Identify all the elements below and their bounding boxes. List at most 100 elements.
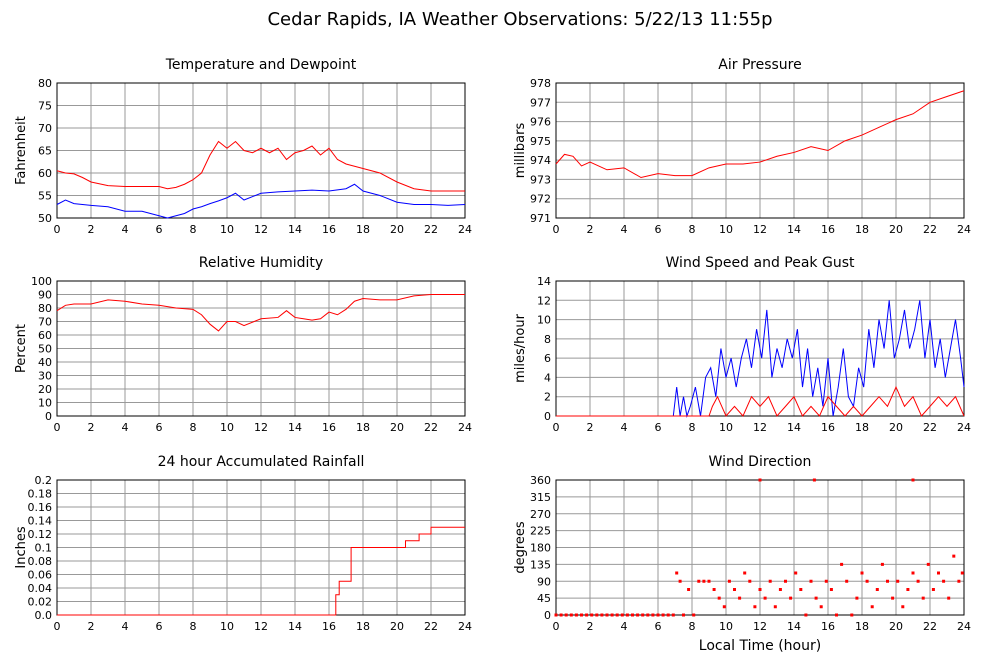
y-tick-label: 0.08 bbox=[28, 555, 53, 568]
x-tick-label: 6 bbox=[156, 620, 163, 633]
data-point bbox=[911, 478, 915, 482]
series-line-0 bbox=[56, 140, 465, 192]
y-tick-label: 4 bbox=[544, 371, 551, 384]
x-tick-label: 14 bbox=[787, 620, 801, 633]
x-tick-label: 2 bbox=[88, 620, 95, 633]
data-point bbox=[605, 613, 609, 617]
data-point bbox=[829, 588, 833, 591]
y-tick-label: 30 bbox=[38, 370, 52, 383]
x-tick-label: 6 bbox=[655, 620, 662, 633]
data-point bbox=[722, 605, 726, 609]
figure-title: Cedar Rapids, IA Weather Observations: 5… bbox=[267, 9, 772, 30]
data-point bbox=[942, 579, 946, 583]
y-axis-label: degrees bbox=[513, 521, 528, 574]
series-line-1 bbox=[56, 183, 466, 219]
x-tick-label: 10 bbox=[220, 620, 234, 633]
data-point bbox=[727, 579, 731, 583]
series-line-0 bbox=[555, 90, 965, 179]
data-point bbox=[580, 613, 583, 617]
y-axis-label: Percent bbox=[14, 324, 29, 373]
data-point bbox=[717, 596, 721, 600]
y-tick-label: 0.1 bbox=[35, 542, 53, 555]
x-tick-label: 20 bbox=[390, 223, 404, 236]
x-tick-label: 0 bbox=[553, 620, 560, 633]
x-tick-label: 14 bbox=[288, 223, 302, 236]
data-point bbox=[947, 596, 951, 600]
plot-frame bbox=[555, 280, 965, 417]
panel-title: Wind Direction bbox=[709, 454, 812, 470]
x-tick-label: 18 bbox=[356, 223, 370, 236]
data-point bbox=[860, 571, 864, 575]
data-point bbox=[768, 579, 772, 583]
x-tick-label: 22 bbox=[424, 223, 438, 236]
x-tick-label: 18 bbox=[356, 620, 370, 633]
x-tick-label: 22 bbox=[424, 421, 438, 434]
data-point bbox=[743, 571, 747, 575]
x-tick-label: 0 bbox=[553, 421, 560, 434]
y-tick-label: 10 bbox=[537, 314, 551, 327]
panel-title: Relative Humidity bbox=[199, 255, 323, 271]
data-point bbox=[707, 579, 711, 583]
y-tick-label: 975 bbox=[530, 135, 551, 148]
x-tick-label: 18 bbox=[356, 421, 370, 434]
data-point bbox=[921, 596, 925, 600]
y-tick-label: 315 bbox=[530, 491, 551, 504]
data-point bbox=[926, 562, 930, 566]
y-tick-label: 45 bbox=[537, 592, 551, 605]
data-point bbox=[824, 579, 828, 583]
x-tick-label: 12 bbox=[254, 620, 268, 633]
x-tick-label: 22 bbox=[923, 421, 937, 434]
y-tick-label: 0.2 bbox=[35, 474, 53, 487]
data-point bbox=[850, 613, 854, 617]
data-point bbox=[799, 588, 803, 591]
y-tick-label: 0.02 bbox=[28, 596, 53, 609]
x-tick-label: 18 bbox=[855, 421, 869, 434]
y-axis-label: miles/hour bbox=[513, 313, 528, 382]
data-point bbox=[697, 579, 701, 583]
x-tick-label: 8 bbox=[689, 223, 696, 236]
data-point bbox=[812, 478, 816, 482]
x-tick-label: 16 bbox=[821, 620, 835, 633]
x-axis-label: Local Time (hour) bbox=[699, 638, 821, 654]
data-point bbox=[865, 579, 869, 583]
y-tick-label: 8 bbox=[544, 333, 551, 346]
data-point bbox=[804, 613, 808, 617]
y-tick-label: 973 bbox=[530, 173, 551, 186]
y-tick-label: 12 bbox=[537, 294, 551, 307]
y-tick-label: 0.16 bbox=[28, 501, 53, 514]
y-tick-label: 0.06 bbox=[28, 569, 53, 582]
y-tick-label: 978 bbox=[530, 77, 551, 90]
x-tick-label: 20 bbox=[390, 620, 404, 633]
data-point bbox=[712, 588, 716, 591]
x-tick-label: 12 bbox=[254, 223, 268, 236]
y-tick-label: 60 bbox=[38, 167, 52, 180]
x-tick-label: 18 bbox=[855, 620, 869, 633]
data-point bbox=[687, 588, 691, 591]
data-point bbox=[789, 596, 793, 600]
x-tick-label: 4 bbox=[621, 421, 628, 434]
data-point bbox=[692, 613, 696, 617]
y-axis-label: Fahrenheit bbox=[14, 116, 29, 185]
x-tick-label: 16 bbox=[322, 421, 336, 434]
panel-pressure: 0 2 4 6 8 10 12 14 16 18 20 22 249719729739749759769… bbox=[513, 57, 971, 236]
x-tick-label: 24 bbox=[957, 421, 971, 434]
panel-temp: 0 2 4 6 8 10 12 14 16 18 20 22 2450556065707580Tempe… bbox=[14, 57, 472, 236]
data-point bbox=[590, 613, 594, 617]
x-tick-label: 14 bbox=[288, 421, 302, 434]
data-point bbox=[845, 579, 849, 583]
y-tick-label: 55 bbox=[38, 190, 52, 203]
data-point bbox=[678, 579, 682, 583]
y-axis-label: Inches bbox=[14, 526, 29, 568]
panel-rh: 0 2 4 6 8 10 12 14 16 18 20 22 240102030405060708090… bbox=[14, 255, 472, 434]
x-tick-label: 24 bbox=[458, 223, 472, 236]
y-tick-label: 100 bbox=[31, 275, 52, 288]
x-tick-label: 12 bbox=[753, 620, 767, 633]
x-tick-label: 4 bbox=[122, 421, 129, 434]
x-tick-label: 24 bbox=[458, 620, 472, 633]
chart-panels: 0 2 4 6 8 10 12 14 16 18 20 22 2450556065707580Tempe… bbox=[14, 57, 971, 633]
y-tick-label: 10 bbox=[38, 397, 52, 410]
data-point bbox=[952, 554, 956, 558]
y-tick-label: 270 bbox=[530, 508, 551, 521]
